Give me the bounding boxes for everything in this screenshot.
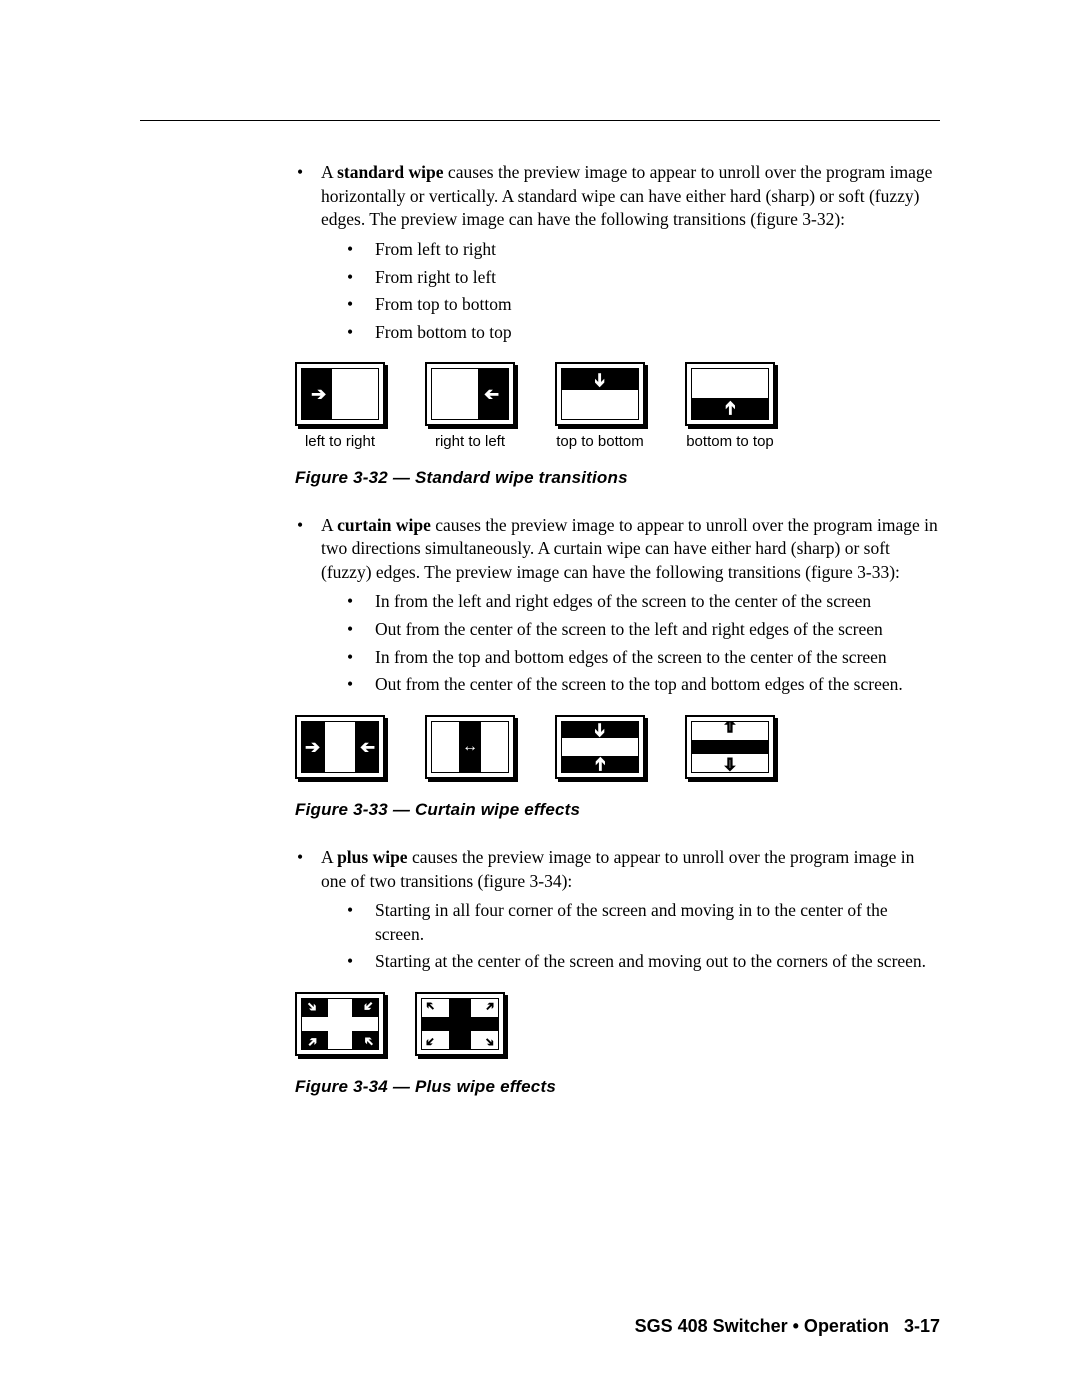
list-item: •From right to left [347, 266, 940, 290]
intro-bold: standard wipe [337, 162, 443, 182]
bullet-marker: • [347, 238, 375, 262]
content-column: • A standard wipe causes the preview ima… [295, 161, 940, 1099]
list-item: •From bottom to top [347, 321, 940, 345]
wipe-left-to-right-icon: ➔ left to right [295, 362, 385, 452]
bullet-marker: • [347, 673, 375, 697]
bullet-marker: • [347, 321, 375, 345]
page-footer: SGS 408 Switcher • Operation 3-17 [635, 1316, 940, 1337]
bullet-marker: • [347, 266, 375, 290]
bullet-marker: • [295, 846, 321, 893]
bullet-marker: • [347, 618, 375, 642]
list-text: From top to bottom [375, 293, 940, 317]
wipe-top-to-bottom-icon: ➔ top to bottom [555, 362, 645, 452]
icon-label: bottom to top [685, 432, 775, 452]
list-text: In from the top and bottom edges of the … [375, 646, 940, 670]
wipe-right-to-left-icon: ➔ right to left [425, 362, 515, 452]
plus-out-icon: ➔ ➔ ➔ ➔ [415, 992, 505, 1062]
list-text: From left to right [375, 238, 940, 262]
figure-32-caption: Figure 3-32 — Standard wipe transitions [295, 467, 940, 490]
bullet-marker: • [295, 514, 321, 585]
list-item: •From top to bottom [347, 293, 940, 317]
intro-bold: plus wipe [337, 847, 408, 867]
list-item: •Out from the center of the screen to th… [347, 618, 940, 642]
bullet-text: A curtain wipe causes the preview image … [321, 514, 940, 585]
figure-34-row: ➔ ➔ ➔ ➔ ➔ ➔ ➔ ➔ [295, 992, 940, 1062]
bullet-marker: • [347, 646, 375, 670]
bullet-standard: • A standard wipe causes the preview ima… [295, 161, 940, 232]
intro-bold: curtain wipe [337, 515, 431, 535]
top-rule [140, 120, 940, 121]
list-text: Starting in all four corner of the scree… [375, 899, 940, 946]
standard-sublist: •From left to right •From right to left … [347, 238, 940, 345]
list-item: •Starting in all four corner of the scre… [347, 899, 940, 946]
bullet-marker: • [347, 950, 375, 974]
figure-33-caption: Figure 3-33 — Curtain wipe effects [295, 799, 940, 822]
list-text: Out from the center of the screen to the… [375, 673, 940, 697]
footer-title: SGS 408 Switcher • Operation [635, 1316, 889, 1336]
list-item: •In from the left and right edges of the… [347, 590, 940, 614]
figure-34-caption: Figure 3-34 — Plus wipe effects [295, 1076, 940, 1099]
intro-rest: causes the preview image to appear to un… [321, 847, 914, 891]
list-text: From right to left [375, 266, 940, 290]
figure-32-row: ➔ left to right ➔ right to left ➔ top to… [295, 362, 940, 452]
list-text: From bottom to top [375, 321, 940, 345]
curtain-out-horizontal-icon: ↔ [425, 715, 515, 785]
footer-page: 3-17 [904, 1316, 940, 1336]
icon-label: top to bottom [555, 432, 645, 452]
wipe-bottom-to-top-icon: ➔ bottom to top [685, 362, 775, 452]
intro-prefix: A [321, 162, 337, 182]
plus-in-icon: ➔ ➔ ➔ ➔ [295, 992, 385, 1062]
bullet-plus: • A plus wipe causes the preview image t… [295, 846, 940, 893]
bullet-marker: • [295, 161, 321, 232]
bullet-text: A plus wipe causes the preview image to … [321, 846, 940, 893]
curtain-in-horizontal-icon: ➔ ➔ [295, 715, 385, 785]
list-item: •Out from the center of the screen to th… [347, 673, 940, 697]
icon-label: right to left [425, 432, 515, 452]
plus-sublist: •Starting in all four corner of the scre… [347, 899, 940, 974]
figure-33-row: ➔ ➔ ↔ ➔ ➔ [295, 715, 940, 785]
bullet-marker: • [347, 293, 375, 317]
list-text: Out from the center of the screen to the… [375, 618, 940, 642]
bullet-curtain: • A curtain wipe causes the preview imag… [295, 514, 940, 585]
list-text: In from the left and right edges of the … [375, 590, 940, 614]
curtain-in-vertical-icon: ➔ ➔ [555, 715, 645, 785]
bullet-text: A standard wipe causes the preview image… [321, 161, 940, 232]
list-text: Starting at the center of the screen and… [375, 950, 940, 974]
list-item: •In from the top and bottom edges of the… [347, 646, 940, 670]
page: • A standard wipe causes the preview ima… [0, 0, 1080, 1397]
intro-prefix: A [321, 515, 337, 535]
bullet-marker: • [347, 899, 375, 946]
list-item: •Starting at the center of the screen an… [347, 950, 940, 974]
icon-label: left to right [295, 432, 385, 452]
intro-prefix: A [321, 847, 337, 867]
list-item: •From left to right [347, 238, 940, 262]
curtain-out-vertical-icon: ⇧ ⇩ [685, 715, 775, 785]
curtain-sublist: •In from the left and right edges of the… [347, 590, 940, 697]
bullet-marker: • [347, 590, 375, 614]
